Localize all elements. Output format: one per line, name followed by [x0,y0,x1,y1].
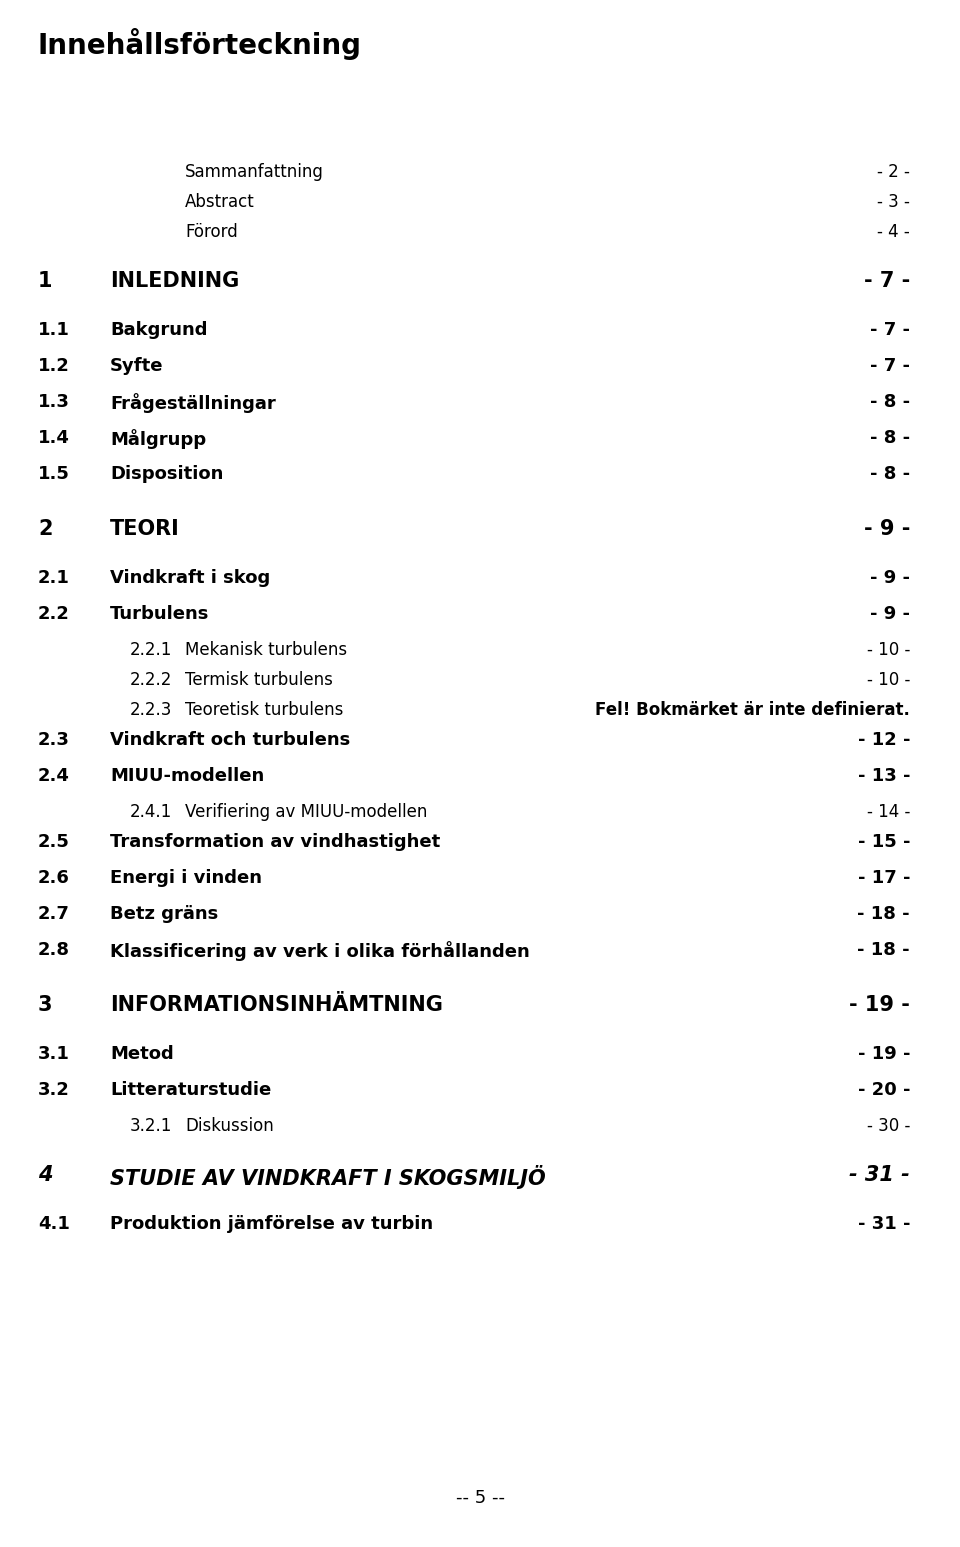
Text: 2: 2 [38,518,53,538]
Text: Frågeställningar: Frågeställningar [110,393,276,413]
Text: - 17 -: - 17 - [857,869,910,886]
Text: 2.3: 2.3 [38,732,70,749]
Text: - 9 -: - 9 - [870,569,910,586]
Text: - 18 -: - 18 - [857,941,910,959]
Text: Betz gräns: Betz gräns [110,905,218,924]
Text: Klassificering av verk i olika förhållanden: Klassificering av verk i olika förhållan… [110,941,530,961]
Text: Målgrupp: Målgrupp [110,429,206,449]
Text: 2.2.2: 2.2.2 [130,671,173,688]
Text: - 12 -: - 12 - [857,732,910,749]
Text: Innehållsförteckning: Innehållsförteckning [38,28,362,60]
Text: - 15 -: - 15 - [857,832,910,851]
Text: Vindkraft och turbulens: Vindkraft och turbulens [110,732,350,749]
Text: Turbulens: Turbulens [110,605,209,623]
Text: 2.2.3: 2.2.3 [130,701,173,719]
Text: - 8 -: - 8 - [870,466,910,483]
Text: 2.1: 2.1 [38,569,70,586]
Text: Abstract: Abstract [185,193,254,210]
Text: 1.2: 1.2 [38,357,70,374]
Text: 3.2.1: 3.2.1 [130,1117,173,1135]
Text: 2.2: 2.2 [38,605,70,623]
Text: - 4 -: - 4 - [877,223,910,241]
Text: STUDIE AV VINDKRAFT I SKOGSMILJÖ: STUDIE AV VINDKRAFT I SKOGSMILJÖ [110,1165,545,1190]
Text: - 9 -: - 9 - [864,518,910,538]
Text: - 18 -: - 18 - [857,905,910,924]
Text: 1.4: 1.4 [38,429,70,447]
Text: - 7 -: - 7 - [870,320,910,339]
Text: 2.4.1: 2.4.1 [130,803,172,821]
Text: Litteraturstudie: Litteraturstudie [110,1081,272,1098]
Text: - 8 -: - 8 - [870,429,910,447]
Text: Verifiering av MIUU-modellen: Verifiering av MIUU-modellen [185,803,427,821]
Text: 4.1: 4.1 [38,1214,70,1233]
Text: Energi i vinden: Energi i vinden [110,869,262,886]
Text: Produktion jämförelse av turbin: Produktion jämförelse av turbin [110,1214,433,1233]
Text: Bakgrund: Bakgrund [110,320,207,339]
Text: Mekanisk turbulens: Mekanisk turbulens [185,640,348,659]
Text: - 31 -: - 31 - [857,1214,910,1233]
Text: INLEDNING: INLEDNING [110,271,239,291]
Text: 1.5: 1.5 [38,466,70,483]
Text: 3.1: 3.1 [38,1046,70,1063]
Text: Teoretisk turbulens: Teoretisk turbulens [185,701,344,719]
Text: - 13 -: - 13 - [857,767,910,784]
Text: Fel! Bokmärket är inte definierat.: Fel! Bokmärket är inte definierat. [595,701,910,719]
Text: - 31 -: - 31 - [850,1165,910,1185]
Text: Termisk turbulens: Termisk turbulens [185,671,333,688]
Text: Transformation av vindhastighet: Transformation av vindhastighet [110,832,441,851]
Text: - 30 -: - 30 - [867,1117,910,1135]
Text: Sammanfattning: Sammanfattning [185,162,324,181]
Text: - 9 -: - 9 - [870,605,910,623]
Text: Metod: Metod [110,1046,174,1063]
Text: 1: 1 [38,271,53,291]
Text: -- 5 --: -- 5 -- [455,1490,505,1507]
Text: 2.7: 2.7 [38,905,70,924]
Text: 1.3: 1.3 [38,393,70,412]
Text: - 10 -: - 10 - [867,640,910,659]
Text: 4: 4 [38,1165,53,1185]
Text: Syfte: Syfte [110,357,163,374]
Text: - 8 -: - 8 - [870,393,910,412]
Text: - 19 -: - 19 - [857,1046,910,1063]
Text: INFORMATIONSINHÄMTNING: INFORMATIONSINHÄMTNING [110,995,443,1015]
Text: Diskussion: Diskussion [185,1117,274,1135]
Text: 2.6: 2.6 [38,869,70,886]
Text: 3: 3 [38,995,53,1015]
Text: 1.1: 1.1 [38,320,70,339]
Text: TEORI: TEORI [110,518,180,538]
Text: - 14 -: - 14 - [867,803,910,821]
Text: MIUU-modellen: MIUU-modellen [110,767,264,784]
Text: - 3 -: - 3 - [877,193,910,210]
Text: - 19 -: - 19 - [850,995,910,1015]
Text: 2.2.1: 2.2.1 [130,640,173,659]
Text: - 20 -: - 20 - [857,1081,910,1098]
Text: 3.2: 3.2 [38,1081,70,1098]
Text: Disposition: Disposition [110,466,224,483]
Text: - 2 -: - 2 - [877,162,910,181]
Text: 2.8: 2.8 [38,941,70,959]
Text: 2.4: 2.4 [38,767,70,784]
Text: 2.5: 2.5 [38,832,70,851]
Text: - 7 -: - 7 - [864,271,910,291]
Text: - 7 -: - 7 - [870,357,910,374]
Text: Förord: Förord [185,223,238,241]
Text: - 10 -: - 10 - [867,671,910,688]
Text: Vindkraft i skog: Vindkraft i skog [110,569,271,586]
